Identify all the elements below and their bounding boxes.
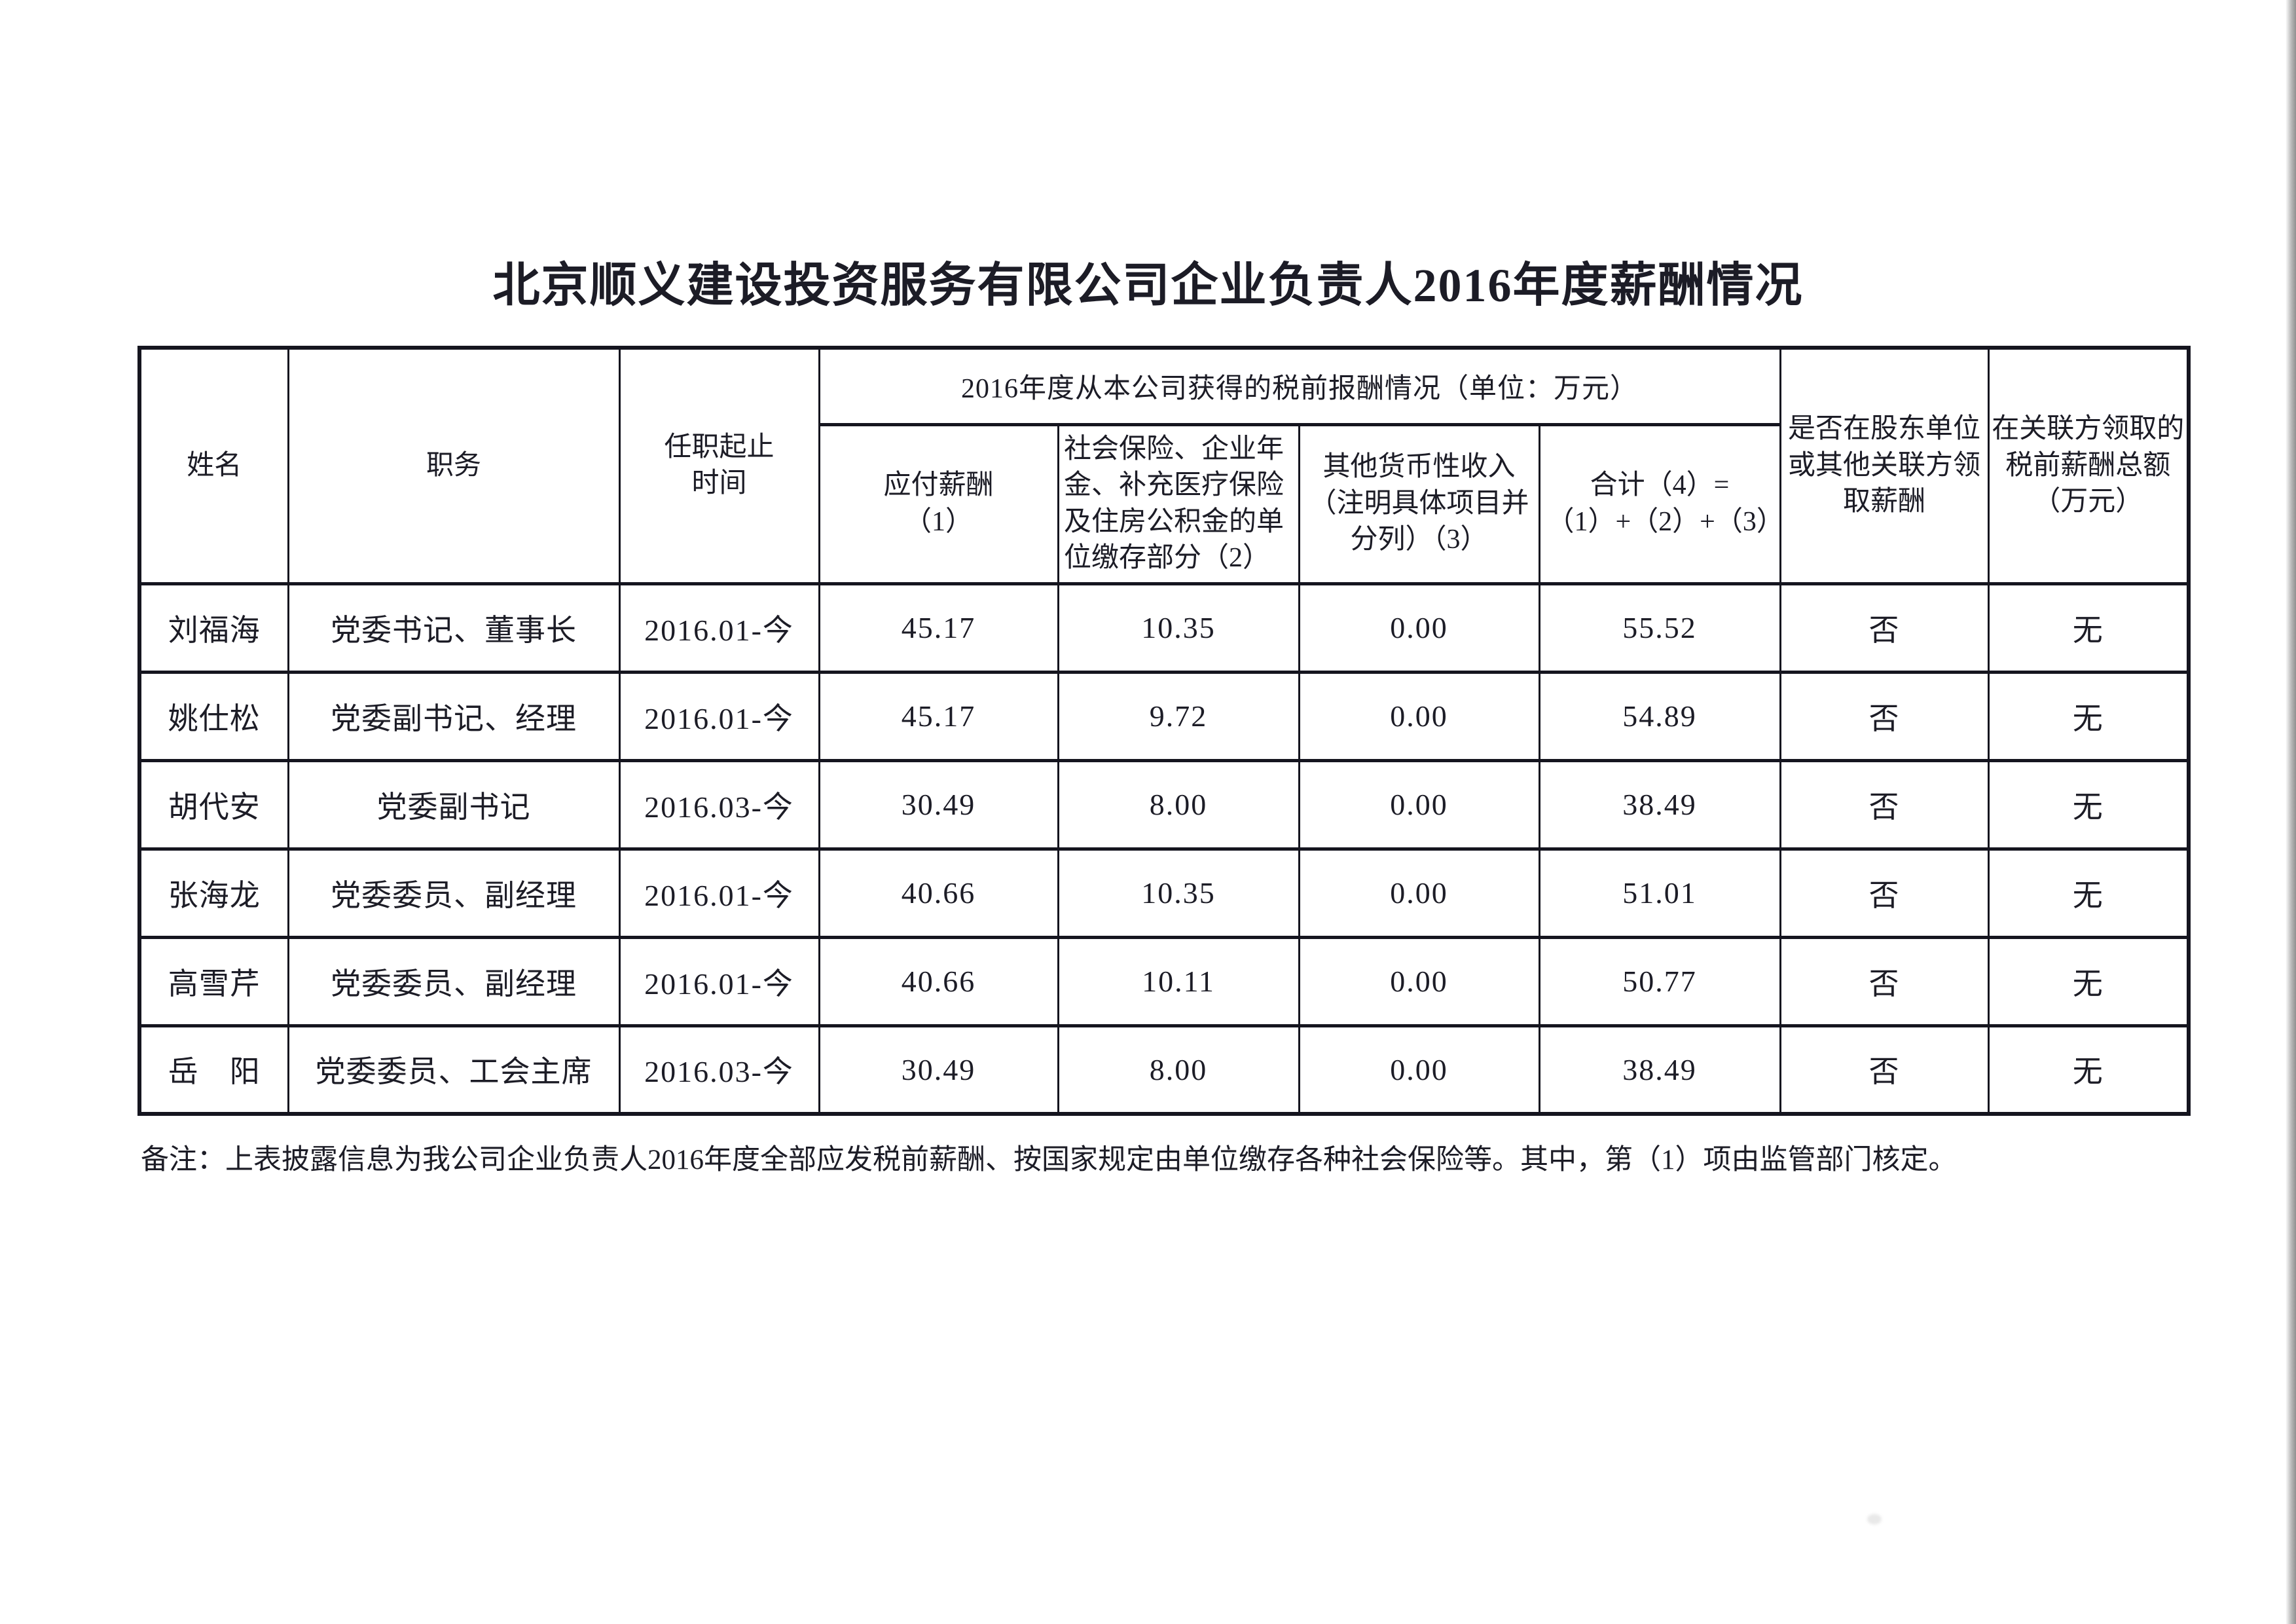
page-title: 北京顺义建设投资服务有限公司企业负责人2016年度薪酬情况 bbox=[492, 259, 1804, 312]
cell-other: 0.00 bbox=[1298, 935, 1540, 1027]
cell-total: 55.52 bbox=[1538, 581, 1781, 674]
cell-position: 党委委员、工会主席 bbox=[287, 1024, 621, 1116]
col-header-total-label: 合计（4）=（1）+（2）+（3） bbox=[1546, 470, 1781, 537]
cell-related: 无 bbox=[1987, 581, 2190, 674]
cell-total: 51.01 bbox=[1538, 847, 1781, 939]
cell-position: 党委副书记、经理 bbox=[287, 670, 621, 762]
cell-payable: 40.66 bbox=[818, 935, 1059, 1027]
col-header-total: 合计（4）=（1）+（2）+（3） bbox=[1538, 422, 1781, 585]
col-header-shareholder: 是否在股东单位或其他关联方领取薪酬 bbox=[1779, 346, 1990, 585]
col-header-payable: 应付薪酬（1） bbox=[818, 422, 1059, 585]
cell-payable: 30.49 bbox=[818, 1024, 1059, 1116]
cell-total: 38.49 bbox=[1538, 1024, 1781, 1116]
cell-shareholder: 否 bbox=[1779, 935, 1990, 1027]
cell-position: 党委委员、副经理 bbox=[287, 847, 621, 939]
cell-other: 0.00 bbox=[1298, 581, 1540, 674]
cell-other: 0.00 bbox=[1298, 1024, 1540, 1116]
cell-payable: 30.49 bbox=[818, 758, 1059, 851]
cell-tenure: 2016.03-今 bbox=[618, 758, 820, 851]
salary-table: 姓名 职务 任职起止时间 2016年度从本公司获得的税前报酬情况（单位：万元） … bbox=[137, 346, 2191, 1116]
cell-shareholder: 否 bbox=[1779, 1024, 1990, 1116]
table-row: 胡代安 党委副书记 2016.03-今 30.49 8.00 0.00 38.4… bbox=[138, 758, 2190, 851]
cell-total: 38.49 bbox=[1538, 758, 1781, 851]
col-header-group-pretax: 2016年度从本公司获得的税前报酬情况（单位：万元） bbox=[818, 346, 1781, 426]
table-row: 姚仕松 党委副书记、经理 2016.01-今 45.17 9.72 0.00 5… bbox=[138, 670, 2190, 762]
col-header-insurance: 社会保险、企业年金、补充医疗保险及住房公积金的单位缴存部分（2） bbox=[1057, 422, 1300, 585]
table-row: 岳 阳 党委委员、工会主席 2016.03-今 30.49 8.00 0.00 … bbox=[138, 1024, 2190, 1116]
cell-shareholder: 否 bbox=[1779, 758, 1990, 851]
cell-name: 刘福海 bbox=[138, 581, 289, 674]
cell-name: 胡代安 bbox=[138, 758, 289, 851]
scan-edge-shadow bbox=[2286, 0, 2296, 1624]
scan-artifact bbox=[1867, 1514, 1882, 1524]
cell-position: 党委书记、董事长 bbox=[287, 581, 621, 674]
cell-position: 党委委员、副经理 bbox=[287, 935, 621, 1027]
cell-payable: 45.17 bbox=[818, 670, 1059, 762]
cell-tenure: 2016.03-今 bbox=[618, 1024, 820, 1116]
cell-related: 无 bbox=[1987, 1024, 2190, 1116]
cell-other: 0.00 bbox=[1298, 758, 1540, 851]
col-header-tenure-label: 任职起止时间 bbox=[664, 432, 774, 499]
cell-other: 0.00 bbox=[1298, 847, 1540, 939]
cell-tenure: 2016.01-今 bbox=[618, 935, 820, 1027]
col-header-other-income: 其他货币性收入（注明具体项目并分列）（3） bbox=[1298, 422, 1540, 585]
col-header-related-label: 在关联方领取的税前薪酬总额（万元） bbox=[1992, 414, 2185, 517]
table-row: 张海龙 党委委员、副经理 2016.01-今 40.66 10.35 0.00 … bbox=[138, 847, 2190, 939]
col-header-insurance-label: 社会保险、企业年金、补充医疗保险及住房公积金的单位缴存部分（2） bbox=[1064, 434, 1285, 573]
col-header-name: 姓名 bbox=[138, 346, 289, 585]
table-row: 刘福海 党委书记、董事长 2016.01-今 45.17 10.35 0.00 … bbox=[138, 581, 2190, 674]
cell-insurance: 8.00 bbox=[1057, 1024, 1300, 1116]
cell-insurance: 10.35 bbox=[1057, 581, 1300, 674]
cell-total: 54.89 bbox=[1538, 670, 1781, 762]
col-header-shareholder-label: 是否在股东单位或其他关联方领取薪酬 bbox=[1788, 414, 1981, 517]
cell-tenure: 2016.01-今 bbox=[618, 581, 820, 674]
cell-payable: 40.66 bbox=[818, 847, 1059, 939]
col-header-payable-label: 应付薪酬（1） bbox=[883, 470, 994, 537]
cell-name: 岳 阳 bbox=[138, 1024, 289, 1116]
cell-related: 无 bbox=[1987, 847, 2190, 939]
cell-shareholder: 否 bbox=[1779, 581, 1990, 674]
cell-name: 张海龙 bbox=[138, 847, 289, 939]
remark-note: 备注：上表披露信息为我公司企业负责人2016年度全部应发税前薪酬、按国家规定由单… bbox=[141, 1145, 1957, 1175]
cell-name: 姚仕松 bbox=[138, 670, 289, 762]
cell-position: 党委副书记 bbox=[287, 758, 621, 851]
cell-insurance: 9.72 bbox=[1057, 670, 1300, 762]
cell-related: 无 bbox=[1987, 670, 2190, 762]
cell-related: 无 bbox=[1987, 935, 2190, 1027]
cell-name: 高雪芹 bbox=[138, 935, 289, 1027]
cell-tenure: 2016.01-今 bbox=[618, 847, 820, 939]
col-header-other-income-label: 其他货币性收入（注明具体项目并分列）（3） bbox=[1309, 452, 1529, 555]
cell-shareholder: 否 bbox=[1779, 847, 1990, 939]
cell-related: 无 bbox=[1987, 758, 2190, 851]
col-header-position: 职务 bbox=[287, 346, 621, 585]
col-header-related: 在关联方领取的税前薪酬总额（万元） bbox=[1987, 346, 2190, 585]
cell-total: 50.77 bbox=[1538, 935, 1781, 1027]
cell-shareholder: 否 bbox=[1779, 670, 1990, 762]
cell-other: 0.00 bbox=[1298, 670, 1540, 762]
table-row: 高雪芹 党委委员、副经理 2016.01-今 40.66 10.11 0.00 … bbox=[138, 935, 2190, 1027]
cell-insurance: 10.35 bbox=[1057, 847, 1300, 939]
cell-insurance: 8.00 bbox=[1057, 758, 1300, 851]
cell-payable: 45.17 bbox=[818, 581, 1059, 674]
cell-tenure: 2016.01-今 bbox=[618, 670, 820, 762]
col-header-tenure: 任职起止时间 bbox=[618, 346, 820, 585]
cell-insurance: 10.11 bbox=[1057, 935, 1300, 1027]
